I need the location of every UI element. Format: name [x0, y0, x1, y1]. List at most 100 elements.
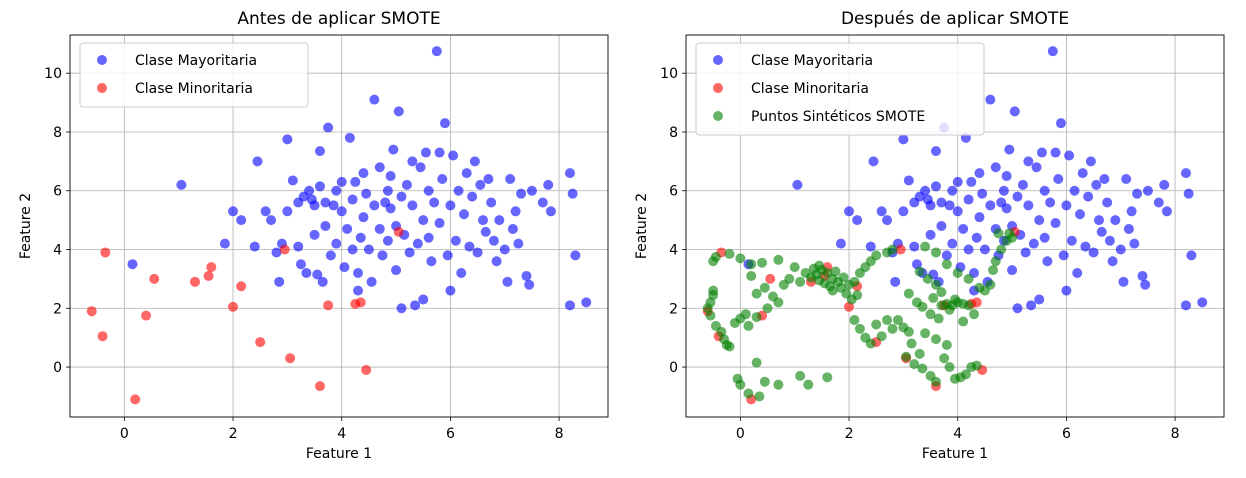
- scatter-point: [990, 162, 1001, 173]
- scatter-point: [835, 238, 846, 249]
- scatter-point: [1153, 197, 1164, 208]
- scatter-point: [176, 179, 187, 190]
- scatter-point: [1066, 235, 1077, 246]
- scatter-point: [1180, 300, 1191, 311]
- scatter-point: [437, 173, 448, 184]
- scatter-point: [543, 179, 554, 190]
- scatter-point: [86, 306, 97, 317]
- scatter-point: [581, 297, 592, 308]
- scatter-point: [314, 146, 325, 157]
- panel-0-xlabel: Feature 1: [306, 446, 372, 462]
- scatter-point: [228, 206, 239, 217]
- y-tick-label: 10: [660, 66, 678, 82]
- scatter-point: [947, 185, 958, 196]
- scatter-point: [903, 326, 914, 337]
- scatter-point: [516, 188, 527, 199]
- scatter-point: [1132, 188, 1143, 199]
- scatter-point: [1107, 256, 1118, 267]
- scatter-point: [434, 147, 445, 158]
- scatter-point: [960, 369, 971, 380]
- scatter-point: [1055, 118, 1066, 129]
- scatter-point: [941, 250, 952, 261]
- scatter-point: [393, 226, 404, 237]
- scatter-point: [971, 232, 982, 243]
- scatter-point: [461, 168, 472, 179]
- scatter-point: [882, 315, 893, 326]
- scatter-point: [464, 241, 475, 252]
- panel-0-frame: [69, 34, 609, 418]
- scatter-panel-after-smote: 0 2 4 6 8 0 2 4 6 8 10 Después de aplicar SMOTE Feat…: [634, 9, 1225, 462]
- x-tick-label: 0: [736, 426, 745, 442]
- scatter-point: [1034, 215, 1045, 226]
- scatter-point: [1050, 147, 1061, 158]
- scatter-point: [974, 168, 985, 179]
- scatter-point: [1028, 238, 1039, 249]
- panel-1-ylabel: Feature 2: [634, 193, 650, 259]
- scatter-point: [472, 247, 483, 258]
- scatter-point: [420, 147, 431, 158]
- scatter-point: [361, 364, 372, 375]
- scatter-point: [331, 238, 342, 249]
- legend-box: [79, 42, 309, 108]
- x-tick-label: 2: [845, 426, 854, 442]
- scatter-point: [282, 206, 293, 217]
- scatter-point: [206, 262, 217, 273]
- scatter-point: [499, 244, 510, 255]
- scatter-point: [724, 341, 735, 352]
- scatter-point: [570, 250, 581, 261]
- scatter-point: [255, 337, 266, 348]
- scatter-point: [494, 215, 505, 226]
- scatter-point: [505, 173, 516, 184]
- scatter-point: [852, 290, 863, 301]
- scatter-point: [708, 285, 719, 296]
- scatter-point: [909, 241, 920, 252]
- panel-0-points: [86, 46, 592, 405]
- scatter-point: [963, 194, 974, 205]
- scatter-point: [1115, 244, 1126, 255]
- scatter-point: [366, 276, 377, 287]
- legend-label: Clase Mayoritaria: [751, 53, 873, 69]
- scatter-point: [928, 292, 939, 303]
- scatter-point: [401, 179, 412, 190]
- scatter-point: [724, 248, 735, 259]
- scatter-point: [1026, 300, 1037, 311]
- scatter-point: [914, 348, 925, 359]
- scatter-point: [488, 235, 499, 246]
- legend-label: Clase Mayoritaria: [135, 53, 257, 69]
- scatter-point: [930, 334, 941, 345]
- panel-0-title: Antes de aplicar SMOTE: [237, 9, 440, 29]
- scatter-point: [236, 281, 247, 292]
- legend-label: Clase Minoritaria: [135, 81, 253, 97]
- scatter-point: [1118, 276, 1129, 287]
- scatter-point: [317, 276, 328, 287]
- scatter-point: [1061, 200, 1072, 211]
- scatter-point: [751, 288, 762, 299]
- scatter-point: [1137, 270, 1148, 281]
- scatter-point: [914, 266, 925, 277]
- scatter-point: [347, 194, 358, 205]
- scatter-point: [249, 241, 260, 252]
- scatter-point: [849, 315, 860, 326]
- scatter-point: [285, 353, 296, 364]
- scatter-point: [1110, 215, 1121, 226]
- panel-1-xlabel: Feature 1: [922, 446, 988, 462]
- scatter-point: [396, 191, 407, 202]
- scatter-point: [295, 259, 306, 270]
- scatter-point: [130, 394, 141, 405]
- scatter-point: [963, 300, 974, 311]
- scatter-point: [930, 376, 941, 387]
- scatter-point: [347, 244, 358, 255]
- x-tick-label: 8: [555, 426, 564, 442]
- scatter-point: [423, 185, 434, 196]
- scatter-point: [1099, 173, 1110, 184]
- scatter-point: [1180, 168, 1191, 179]
- scatter-point: [939, 353, 950, 364]
- scatter-point: [369, 200, 380, 211]
- x-tick-label: 8: [1171, 426, 1180, 442]
- panel-1-points: [702, 46, 1208, 405]
- scatter-point: [903, 175, 914, 186]
- scatter-point: [732, 373, 743, 384]
- scatter-point: [260, 206, 271, 217]
- legend-marker: [97, 55, 107, 65]
- scatter-point: [252, 156, 263, 167]
